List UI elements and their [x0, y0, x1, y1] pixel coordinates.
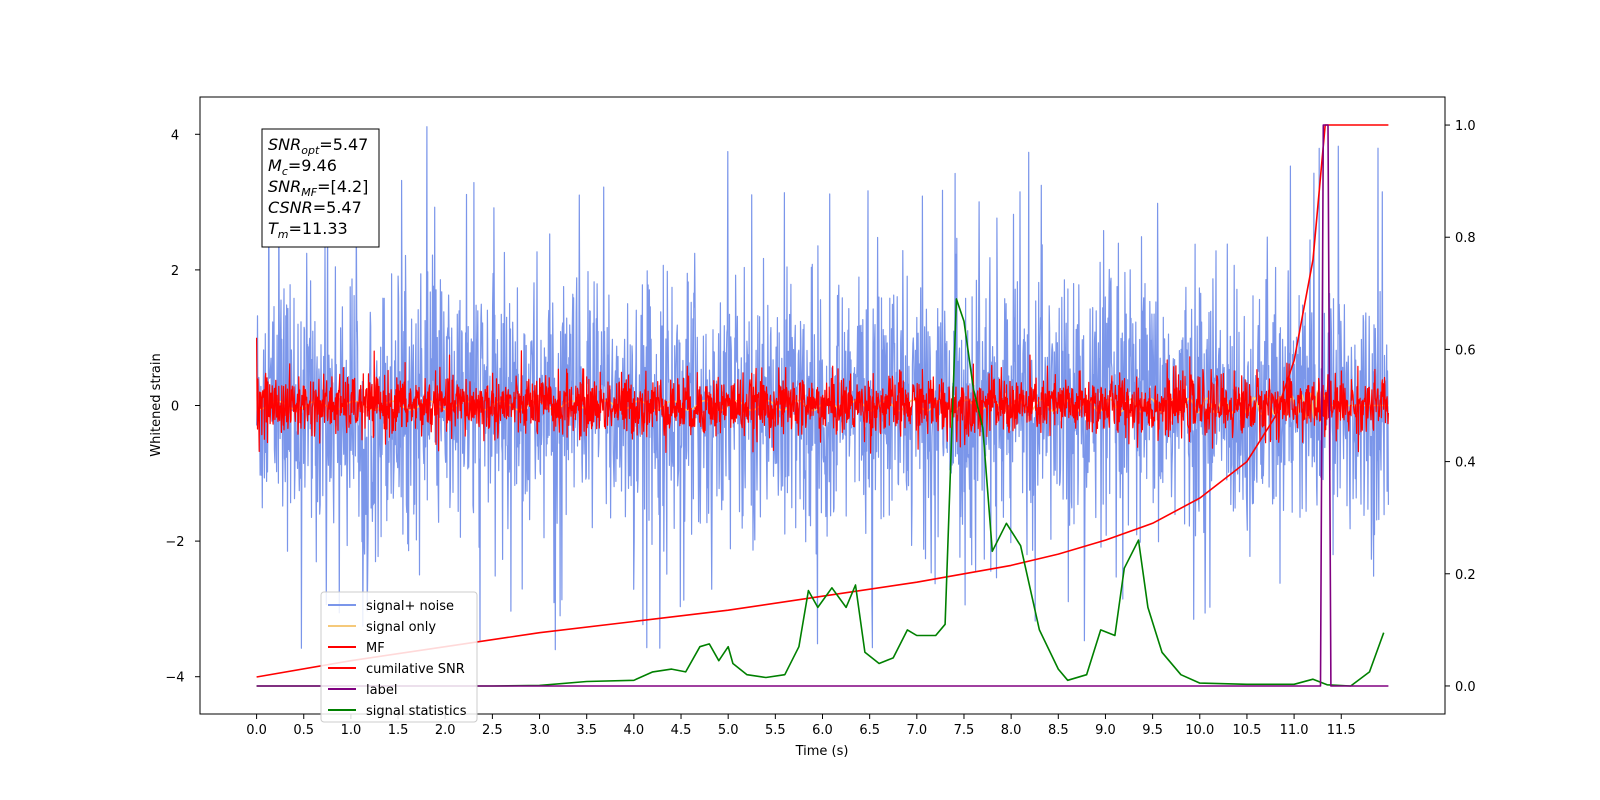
x-tick-label: 10.5 — [1232, 723, 1261, 738]
x-tick-label: 4.5 — [671, 723, 692, 738]
annotation-frame — [261, 128, 380, 248]
annotation-line: SNRMF=[4.2] — [268, 177, 368, 199]
x-axis-label: Time (s) — [795, 744, 849, 759]
legend-label: label — [366, 683, 397, 698]
y-tick-label: −2 — [165, 535, 184, 550]
legend-label: signal statistics — [366, 704, 467, 719]
annotation-line: CSNR=5.47 — [268, 198, 362, 217]
y2-tick-label: 1.0 — [1455, 119, 1476, 134]
x-axis: 0.0 0.5 1.0 1.5 2.0 2.5 3.0 3.5 4.0 4.5 5.0 5.5 6.0 6… — [246, 714, 1356, 738]
x-tick-label: 8.0 — [1001, 723, 1022, 738]
x-tick-label: 11.0 — [1280, 723, 1309, 738]
x-tick-label: 2.5 — [482, 723, 503, 738]
signal-noise-series — [256, 126, 1389, 651]
x-tick-label: 4.0 — [624, 723, 645, 738]
annotation-line: SNRopt=5.47 — [268, 135, 368, 157]
x-tick-label: 11.5 — [1327, 723, 1356, 738]
y-tick-label: −4 — [165, 671, 184, 686]
x-tick-label: 8.5 — [1048, 723, 1069, 738]
x-tick-label: 9.0 — [1095, 723, 1116, 738]
cumilative-snr-series — [256, 124, 1389, 678]
y2-tick-label: 0.0 — [1455, 680, 1476, 695]
x-tick-label: 0.0 — [246, 723, 267, 738]
x-tick-label: 10.0 — [1185, 723, 1214, 738]
legend-label: MF — [366, 641, 385, 656]
x-tick-label: 1.5 — [388, 723, 409, 738]
x-tick-label: 5.5 — [765, 723, 786, 738]
annotation-line: Mc=9.46 — [268, 156, 337, 178]
legend: signal+ noise signal only MF cumilative SNR… — [320, 591, 478, 723]
legend-frame — [320, 591, 478, 723]
y-tick-label: 2 — [171, 264, 179, 279]
y2-tick-label: 0.2 — [1455, 568, 1476, 583]
x-tick-label: 6.5 — [859, 723, 880, 738]
y-axis-left: 4 2 0 −2 −4 — [165, 128, 200, 686]
y2-tick-label: 0.6 — [1455, 343, 1476, 358]
y-tick-label: 0 — [171, 400, 179, 415]
x-tick-label: 9.5 — [1142, 723, 1163, 738]
label-series — [256, 124, 1389, 687]
x-tick-label: 3.5 — [576, 723, 597, 738]
annotation-line: Tm=11.33 — [268, 219, 348, 241]
legend-label: signal+ noise — [366, 599, 454, 614]
signal-statistics-series — [256, 298, 1385, 687]
x-tick-label: 3.0 — [529, 723, 550, 738]
x-tick-label: 7.5 — [954, 723, 975, 738]
x-tick-label: 7.0 — [906, 723, 927, 738]
mf-series — [256, 337, 1389, 454]
y2-tick-label: 0.8 — [1455, 231, 1476, 246]
legend-label: cumilative SNR — [366, 662, 465, 677]
x-tick-label: 1.0 — [341, 723, 362, 738]
y2-tick-label: 0.4 — [1455, 456, 1476, 471]
y-axis-label: Whitened strain — [149, 353, 164, 456]
x-tick-label: 2.0 — [435, 723, 456, 738]
y-tick-label: 4 — [171, 128, 179, 143]
x-tick-label: 6.0 — [812, 723, 833, 738]
y-axis-right: 1.0 0.8 0.6 0.4 0.2 0.0 — [1445, 119, 1476, 695]
series-layer — [256, 124, 1389, 687]
x-tick-label: 0.5 — [293, 723, 314, 738]
x-tick-label: 5.0 — [718, 723, 739, 738]
legend-label: signal only — [366, 620, 436, 635]
